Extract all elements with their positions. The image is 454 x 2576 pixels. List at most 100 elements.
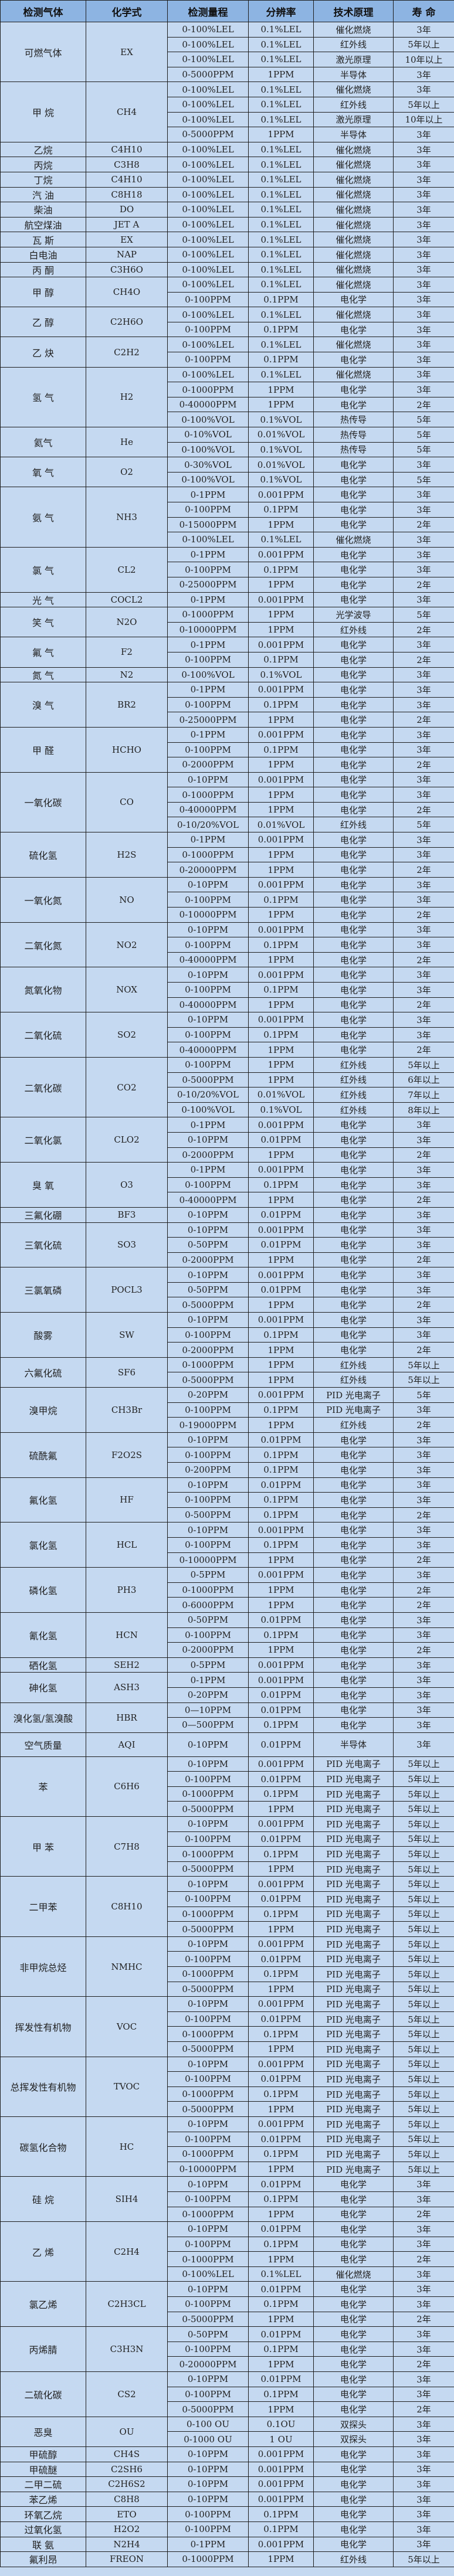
table-row: 0-100PPM 0.1PPM 电化学 3年 xyxy=(1,742,454,758)
table-row: 0-25000PPM 1PPM 电化学 2年 xyxy=(1,576,454,593)
principle-cell: 电化学 xyxy=(313,2491,394,2507)
principle-cell: 电化学 xyxy=(313,1507,394,1523)
gas-name-cell: 非甲烷总烃 xyxy=(0,1936,86,1997)
principle-cell: 电化学 xyxy=(313,937,394,953)
resolution-cell: 1PPM xyxy=(248,1357,314,1373)
principle-cell: 电化学 xyxy=(313,2341,394,2357)
gas-name-cell: 氯乙烯 xyxy=(0,2281,86,2327)
lifespan-cell: 5年以上 xyxy=(393,2131,454,2147)
gas-name-cell: 乙 炔 xyxy=(0,337,86,368)
principle-cell: 电化学 xyxy=(313,516,394,533)
formula-cell: NAP xyxy=(86,246,168,263)
lifespan-cell: 3年 xyxy=(393,1522,454,1538)
resolution-cell: 0.01PPM xyxy=(248,1732,314,1757)
table-row: 硫酰氟 F2O2S 0-10PPM 0.01PPM 电化学 3年 xyxy=(0,1432,454,1478)
range-cell: 0-5PPM xyxy=(167,1657,249,1673)
range-cell: 0-100PPM xyxy=(167,1951,249,1967)
resolution-cell: 0.1PPM xyxy=(248,1027,314,1043)
table-row: 挥发性有机物 VOC 0-10PPM 0.001PPM PID 光电离子 5年以上 xyxy=(0,1996,454,2057)
range-cell: 0-10PPM xyxy=(167,772,249,788)
lifespan-cell: 2年 xyxy=(393,1507,454,1523)
table-row: 0-10000PPM 1PPM 电化学 2年 xyxy=(1,1552,454,1568)
formula-cell: HCL xyxy=(86,1522,168,1568)
principle-cell: 电化学 xyxy=(313,2506,394,2522)
resolution-cell: 0.1PPM xyxy=(248,1966,314,1982)
lifespan-cell: 3年 xyxy=(393,2341,454,2357)
principle-cell: 电化学 xyxy=(313,2386,394,2402)
table-row: 0-100PPM 0.1PPM 电化学 3年 xyxy=(1,1627,454,1643)
lifespan-cell: 5年以上 xyxy=(393,2101,454,2117)
gas-name-cell: 丙烷 xyxy=(0,157,86,172)
range-cell: 0-100%VOL xyxy=(167,471,249,488)
table-row: 0-2000PPM 1PPM 电化学 2年 xyxy=(1,1147,454,1163)
formula-cell: SW xyxy=(86,1312,168,1358)
resolution-cell: 0.1%LEL xyxy=(248,216,314,233)
resolution-cell: 1PPM xyxy=(248,1297,314,1313)
range-cell: 0-2000PPM xyxy=(167,1252,249,1268)
formula-cell: SF6 xyxy=(86,1357,168,1388)
principle-cell: 电化学 xyxy=(313,2521,394,2537)
range-cell: 0-20000PPM xyxy=(167,862,249,878)
formula-cell: HF xyxy=(86,1477,168,1523)
resolution-cell: 1PPM xyxy=(248,382,314,397)
table-row: 氯化氢 HCL 0-10PPM 0.001PPM 电化学 3年 xyxy=(0,1522,454,1568)
lifespan-cell: 5年以上 xyxy=(393,2116,454,2132)
range-cell: 0-100PPM xyxy=(167,1402,249,1418)
resolution-cell: 1PPM xyxy=(248,2356,314,2373)
lifespan-cell: 5年以上 xyxy=(393,2041,454,2057)
principle-cell: 电化学 xyxy=(313,1657,394,1673)
principle-cell: 催化燃烧 xyxy=(313,246,394,263)
range-cell: 0-10PPM xyxy=(167,1131,249,1148)
table-row: 氰化氢 HCN 0-50PPM 0.01PPM 电化学 3年 xyxy=(0,1612,454,1658)
lifespan-cell: 3年 xyxy=(393,2236,454,2252)
table-row: 乙 炔 C2H2 0-100%LEL 0.1%LEL 催化燃烧 3年 xyxy=(0,337,454,368)
resolution-cell: 0.1%LEL xyxy=(248,141,314,158)
principle-cell: PID 光电离子 xyxy=(313,2101,394,2117)
table-row: 0-40000PPM 1PPM 电化学 2年 xyxy=(1,997,454,1013)
lifespan-cell: 5年以上 xyxy=(393,1966,454,1982)
formula-cell: N2 xyxy=(86,667,168,683)
lifespan-cell: 3年 xyxy=(393,2326,454,2342)
lifespan-cell: 3年 xyxy=(393,2296,454,2312)
table-row: 0-5000PPM 1PPM PID 光电离子 5年以上 xyxy=(1,1861,454,1877)
range-cell: 0-10PPM xyxy=(167,2221,249,2237)
table-row: 0-2000PPM 1PPM 电化学 2年 xyxy=(1,1642,454,1658)
lifespan-cell: 2年 xyxy=(393,2401,454,2417)
range-cell: 0-100%LEL xyxy=(167,366,249,383)
range-cell: 0-100%VOL xyxy=(167,441,249,458)
principle-cell: 红外线 xyxy=(313,1357,394,1373)
principle-cell: 电化学 xyxy=(313,2401,394,2417)
gas-name-cell: 白电油 xyxy=(0,246,86,263)
principle-cell: 电化学 xyxy=(313,967,394,983)
formula-cell: SO3 xyxy=(86,1222,168,1268)
range-cell: 0-10000PPM xyxy=(167,907,249,923)
lifespan-cell: 3年 xyxy=(393,726,454,743)
formula-cell: C3H6O xyxy=(86,261,168,278)
resolution-cell: 0.001PPM xyxy=(248,726,314,743)
lifespan-cell: 3年 xyxy=(393,1702,454,1718)
resolution-cell: 0.1PPM xyxy=(248,2086,314,2102)
range-cell: 0-10PPM xyxy=(167,922,249,938)
principle-cell: PID 光电离子 xyxy=(313,1906,394,1922)
range-cell: 0-100PPM xyxy=(167,651,249,668)
table-row: 0-50PPM 0.01PPM 电化学 3年 xyxy=(1,1282,454,1298)
lifespan-cell: 5年以上 xyxy=(393,1831,454,1847)
lifespan-cell: 3年 xyxy=(393,1462,454,1478)
principle-cell: PID 光电离子 xyxy=(313,1771,394,1787)
resolution-cell: 1PPM xyxy=(248,801,314,818)
lifespan-cell: 3年 xyxy=(393,1131,454,1148)
resolution-cell: 1PPM xyxy=(248,1582,314,1598)
range-cell: 0-100%LEL xyxy=(167,96,249,113)
range-cell: 0-100PPM xyxy=(167,321,249,338)
resolution-cell: 1PPM xyxy=(248,1056,314,1073)
range-cell: 0-100%VOL xyxy=(167,412,249,428)
lifespan-cell: 3年 xyxy=(393,2536,454,2553)
table-row: 甲 苯 C7H8 0-10PPM 0.001PPM PID 光电离子 5年以上 xyxy=(0,1816,454,1877)
table-row: 硒化氢 SEH2 0-5PPM 0.001PPM 电化学 3年 xyxy=(0,1657,454,1673)
lifespan-cell: 2年 xyxy=(393,651,454,668)
resolution-cell: 1PPM xyxy=(248,1417,314,1433)
principle-cell: 电化学 xyxy=(313,1042,394,1058)
resolution-cell: 0.1PPM xyxy=(248,562,314,577)
resolution-cell: 0.01PPM xyxy=(248,1891,314,1907)
principle-cell: PID 光电离子 xyxy=(313,2161,394,2177)
